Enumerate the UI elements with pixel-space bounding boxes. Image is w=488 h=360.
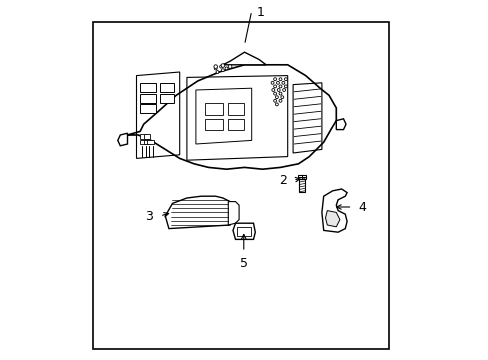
Circle shape (279, 99, 282, 102)
Circle shape (216, 71, 219, 73)
Bar (143, 134, 150, 139)
Circle shape (221, 69, 224, 72)
Circle shape (221, 64, 224, 67)
Circle shape (276, 81, 279, 84)
Circle shape (275, 96, 278, 99)
Circle shape (284, 78, 287, 81)
Text: 3: 3 (145, 210, 153, 222)
Polygon shape (336, 119, 346, 130)
Bar (140, 134, 146, 139)
Circle shape (282, 89, 285, 91)
Circle shape (279, 92, 282, 95)
Text: 5: 5 (239, 257, 247, 270)
Circle shape (273, 85, 276, 88)
Circle shape (279, 78, 282, 81)
Bar (93, 22, 387, 349)
Circle shape (279, 85, 282, 88)
Bar (299, 179, 305, 192)
Polygon shape (127, 65, 336, 169)
Circle shape (224, 67, 227, 70)
Bar (140, 104, 156, 113)
Text: 4: 4 (357, 201, 365, 214)
Polygon shape (228, 202, 239, 225)
Text: 1: 1 (257, 6, 264, 19)
Bar (140, 94, 156, 103)
Circle shape (282, 81, 284, 84)
Circle shape (280, 96, 283, 99)
Bar (228, 103, 244, 115)
Bar (228, 119, 244, 130)
Bar (147, 140, 153, 144)
Bar (160, 83, 174, 92)
Circle shape (270, 81, 273, 84)
Bar (140, 83, 156, 92)
Bar (143, 140, 150, 144)
Circle shape (219, 65, 222, 68)
Circle shape (284, 85, 287, 88)
Bar (204, 103, 223, 115)
Polygon shape (232, 223, 255, 239)
Text: 2: 2 (278, 174, 286, 186)
Circle shape (275, 103, 278, 106)
Polygon shape (223, 52, 265, 65)
Polygon shape (165, 196, 230, 229)
Circle shape (214, 67, 217, 70)
Circle shape (271, 89, 274, 91)
Bar (160, 94, 174, 103)
Polygon shape (321, 189, 346, 232)
Bar (204, 119, 223, 130)
Circle shape (273, 78, 276, 81)
Polygon shape (325, 211, 339, 227)
Circle shape (273, 99, 276, 102)
Bar (237, 227, 250, 236)
Circle shape (273, 92, 276, 95)
Polygon shape (118, 133, 127, 146)
Bar (297, 175, 306, 179)
Circle shape (228, 65, 231, 68)
Circle shape (213, 65, 217, 68)
Bar (140, 140, 146, 144)
Circle shape (277, 89, 280, 91)
